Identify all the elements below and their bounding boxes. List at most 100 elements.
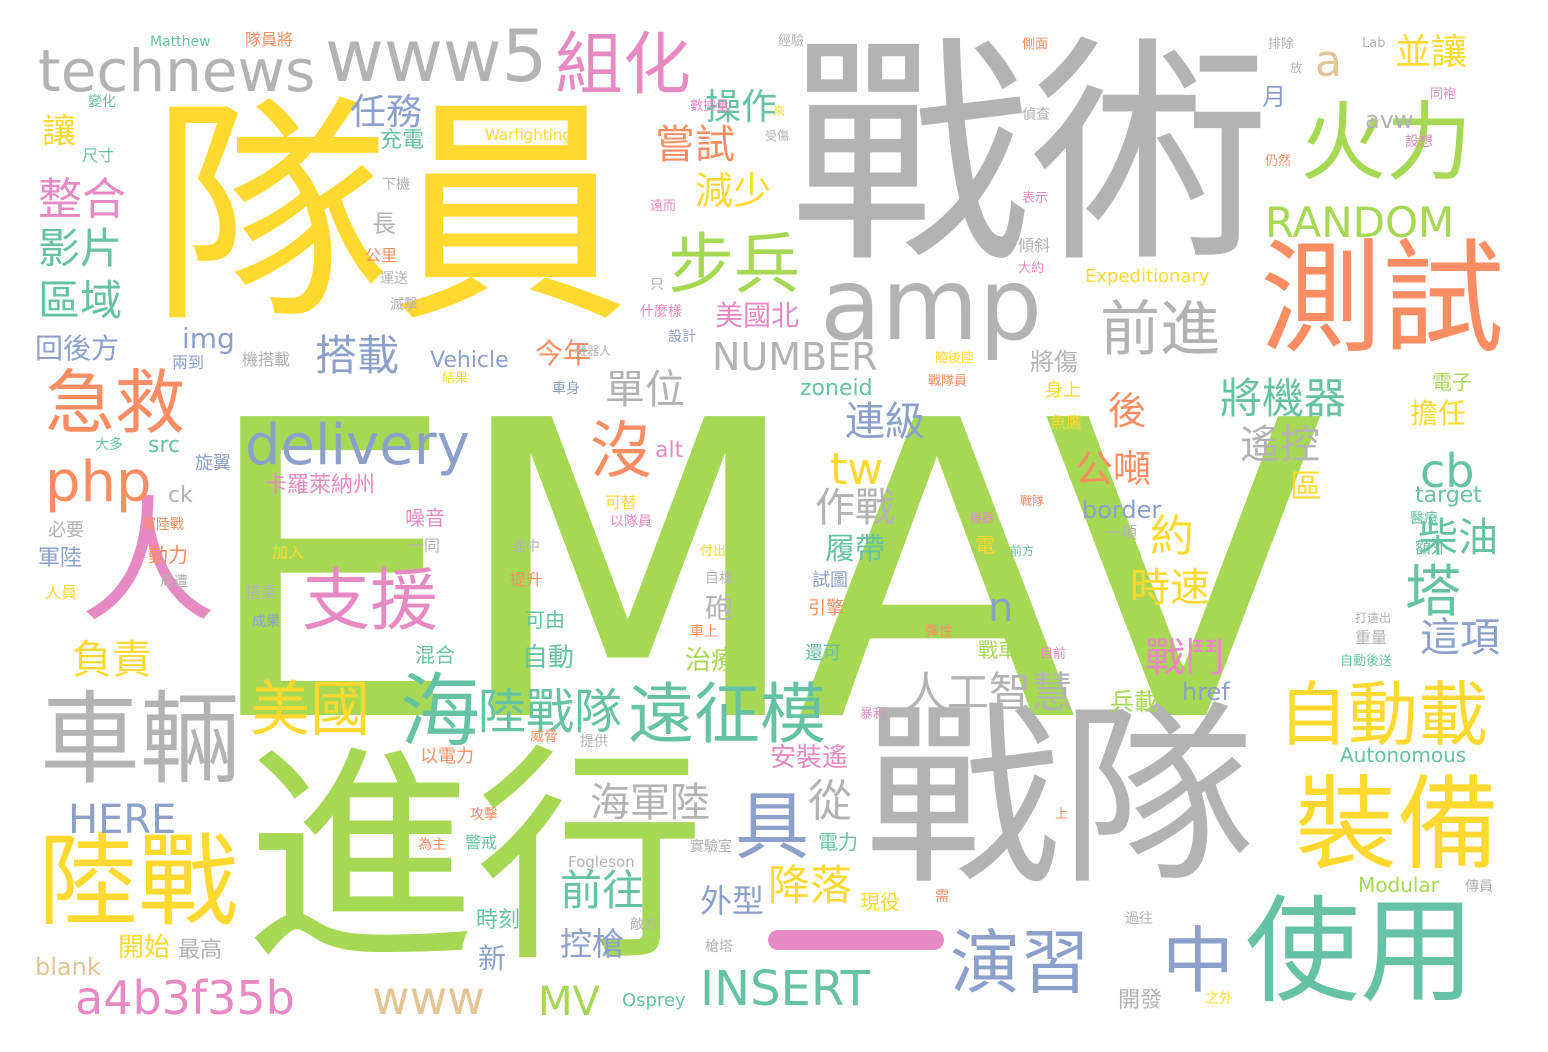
word-shu-ju-liang: 數據量 (690, 99, 730, 114)
word-bu-bing: 步兵 (668, 226, 800, 303)
word-shi-su: 時速 (1130, 565, 1210, 611)
word-mei-guo: 美國 (250, 675, 370, 745)
word-kai-shi: 開始 (118, 933, 171, 963)
word-zhi: 只 (650, 277, 664, 293)
word-shen-me-yang: 什麼樣 (640, 304, 682, 320)
word-xia-ji: 下機 (382, 177, 410, 193)
word-che-shen: 車身 (552, 381, 580, 397)
word-fogleson: Fogleson (568, 853, 635, 871)
word-chang-shi: 嘗試 (655, 122, 735, 168)
word-qing-xie: 傾斜 (1018, 236, 1051, 255)
word-zhi-yuan: 支援 (302, 562, 439, 641)
word-delivery: delivery (245, 413, 470, 478)
word-huan-ke: 還可 (805, 643, 841, 664)
word-huo-li: 火力 (1300, 93, 1472, 193)
word-zhan-dou: 戰鬥 (1145, 635, 1225, 681)
word-bing-zai: 兵載 (1110, 688, 1158, 716)
word-shi-yan-shi: 實驗室 (690, 839, 732, 855)
word-zui-gao: 最高 (178, 938, 223, 963)
word-dian: 電 (975, 533, 995, 557)
word-zhong: 中 (1162, 919, 1235, 1003)
word-xu: 需 (935, 889, 949, 905)
word-jun-lu-zhan: 軍陸戰 (142, 517, 184, 533)
word-jing-jie: 警戒 (465, 833, 498, 852)
word-chang: 長 (372, 210, 396, 238)
word-zhi-wai: 之外 (1205, 991, 1233, 1007)
word-che-shang: 車上 (690, 624, 718, 640)
word-lu-zhan-dui: 陸戰隊 (478, 684, 623, 740)
word-zhan-dui: 戰隊 (865, 684, 1255, 911)
word-da-zai: 搭載 (315, 331, 400, 380)
word-zi-dong-zai: 自動載 (1278, 674, 1488, 756)
word-chai-you: 柴油 (1418, 515, 1498, 561)
word-lai: 來 (773, 104, 786, 118)
word-ren-wu: 任務 (350, 92, 423, 133)
word-jin-nian: 今年 (535, 337, 592, 370)
word-xuan-yi: 旋翼 (195, 453, 231, 474)
word-yao-kong: 遙控 (1240, 422, 1320, 468)
word-cao-zuo: 操作 (705, 87, 778, 128)
word-yuan-er: 遠而 (650, 199, 677, 214)
word-hun-he: 混合 (415, 643, 455, 667)
word-qu-yu: 區域 (38, 276, 123, 325)
word-yun-song: 運送 (380, 271, 408, 287)
word-qiang-ta: 槍塔 (705, 939, 733, 955)
word-ka-luo-lai-na-zhou: 卡羅萊納州 (265, 473, 376, 498)
word-zu-hua: 組化 (555, 26, 692, 105)
word-qu: 區 (1290, 467, 1323, 505)
word-target: target (1415, 483, 1482, 508)
word-gong-li: 公里 (365, 246, 398, 265)
word-zi-dong-hou-song: 自動後送 (1340, 654, 1393, 669)
word-www: www (372, 971, 485, 1025)
word-wei-xie: 威脅 (530, 729, 558, 745)
word-tu-zhong: 途中 (512, 539, 540, 555)
word-ke-you: 可由 (525, 608, 565, 632)
word-mu-qian: 目前 (1040, 647, 1067, 662)
word-qian-wang: 前往 (560, 866, 645, 915)
word-ck: ck (168, 483, 193, 508)
word-shi-yong: 使用 (1245, 885, 1476, 1019)
word-bian-hua: 變化 (88, 94, 116, 110)
word-cheng-guo: 成果 (252, 614, 280, 630)
word-mei: 沒 (590, 414, 653, 487)
word-wei-zhu: 為主 (418, 837, 446, 853)
word-ji-jiu: 急救 (45, 362, 185, 444)
word-here: HERE (68, 797, 177, 843)
word-dan-ren: 擔任 (1410, 397, 1467, 430)
word-expeditionary: Expeditionary (1085, 266, 1210, 287)
word-a4b3f35b: a4b3f35b (75, 971, 295, 1025)
word-warfighting: Warfighting (485, 126, 572, 144)
word-lu-zhan: 陸戰 (38, 823, 238, 940)
word-mie-di: 滅擊 (390, 297, 418, 313)
word-ji-qi: 機器 (970, 511, 995, 525)
word-zhan-dui-yuan: 戰隊員 (928, 374, 968, 389)
word-ti-gong: 提供 (580, 734, 608, 750)
word-img: img (182, 322, 235, 355)
word-jin-xing: 進行 (245, 726, 706, 993)
word-shou-shang: 受傷 (765, 129, 790, 143)
word-zhe-xiang: 這項 (1420, 615, 1500, 661)
word-yan-xi: 演習 (950, 922, 1090, 1004)
word-yue-month: 月 (1262, 83, 1286, 111)
word-qian-jin: 前進 (1100, 295, 1220, 365)
word-dui-yuan-jiang: 隊員將 (245, 30, 294, 49)
word-xin: 新 (478, 942, 507, 975)
word-alt: alt (655, 438, 684, 463)
word-chi-cun: 尺寸 (82, 146, 115, 165)
word-dong-li: 動力 (148, 543, 188, 567)
word-php: php (45, 450, 152, 515)
word-hou: 後 (1108, 389, 1147, 433)
word-ju: 具 (735, 784, 809, 870)
word-jiang-shang: 將傷 (1030, 348, 1078, 376)
word-ce-mian: 側面 (1022, 37, 1049, 52)
word-reng-ran: 仍然 (1265, 154, 1292, 169)
word-ren-gong-zhi-hui: 人工智慧 (905, 668, 1074, 717)
word-yi-xiang: 一項 (1105, 523, 1138, 542)
word-ren: 人 (80, 484, 216, 642)
word-jun-lu: 軍陸 (38, 546, 83, 571)
word-jie-guo: 結果 (442, 371, 469, 386)
word-pai-chu: 排除 (1268, 37, 1295, 52)
word-da-yue: 大約 (1018, 261, 1045, 276)
word-zoneid: zoneid (800, 376, 873, 401)
